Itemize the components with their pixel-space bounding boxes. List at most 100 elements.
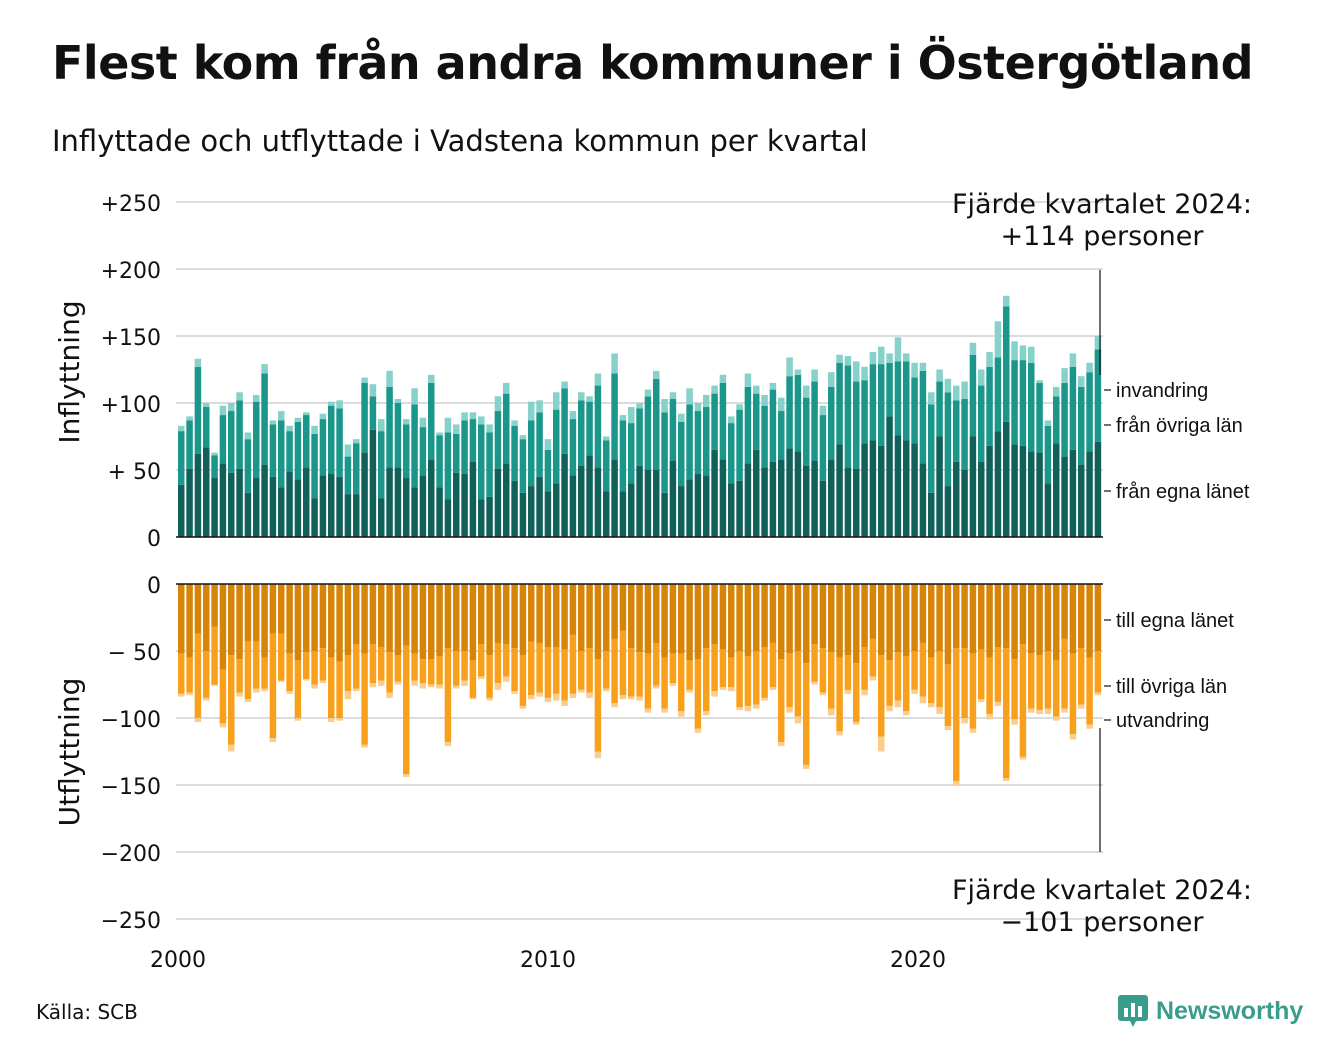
bar-in-segment (978, 385, 985, 462)
bar-out-segment (594, 584, 602, 660)
bar-in-segment (528, 420, 535, 487)
bar-out-segment (619, 630, 627, 696)
bar-out-segment (478, 584, 485, 645)
bar-out-segment (453, 584, 460, 651)
annotation-top: +114 personer (1000, 221, 1204, 252)
bar-out-segment (894, 700, 902, 708)
legend-label: från övriga län (1116, 415, 1243, 437)
bar-out-segment (286, 584, 293, 654)
bar-out-segment (328, 584, 335, 658)
bar-in-segment (278, 487, 285, 537)
bar-out-segment (236, 584, 243, 660)
x-tick-label: 2020 (890, 948, 946, 973)
source-note: Källa: SCB (36, 1000, 138, 1024)
bar-out-segment (511, 648, 518, 692)
bar-in-segment (794, 374, 802, 452)
bar-out-segment (811, 584, 818, 645)
bar-in-segment (353, 439, 360, 444)
bar-out-segment (336, 584, 343, 662)
bar-out-segment (194, 584, 202, 634)
bar-in-segment (419, 417, 427, 428)
bar-in-segment (486, 496, 493, 537)
bar-in-segment (928, 404, 935, 493)
bar-out-segment (719, 584, 727, 650)
bar-out-segment (794, 651, 802, 717)
bar-in-segment (369, 384, 377, 397)
bar-in-segment (378, 498, 385, 537)
bar-out-segment (1036, 709, 1043, 714)
bar-out-segment (1094, 584, 1102, 651)
bar-out-segment (636, 584, 643, 653)
bar-out-segment (744, 705, 752, 712)
bar-in-segment (1094, 349, 1102, 442)
bar-in-segment (711, 385, 718, 394)
inflyttning-bars (178, 295, 1102, 537)
bar-in-segment (269, 476, 277, 537)
bar-in-segment (836, 354, 843, 363)
bar-in-segment (694, 403, 702, 412)
x-tick-label: 2010 (520, 948, 576, 973)
bar-out-segment (644, 653, 652, 709)
bar-out-segment (686, 689, 693, 693)
bar-in-segment (353, 443, 360, 495)
bar-in-segment (186, 416, 193, 421)
bar-in-segment (303, 467, 310, 537)
chart-canvas: 0 + 50 +100 +150 +200 +250 0 − 50 −100 −150 −200 −2… (53, 189, 1252, 973)
bar-in-segment (219, 415, 227, 464)
bar-out-segment (853, 584, 860, 664)
bar-in-segment (536, 412, 543, 477)
brand-logo[interactable]: Newsworthy (1118, 995, 1303, 1027)
bar-in-segment (653, 370, 660, 379)
bar-in-segment (294, 421, 302, 480)
bar-in-segment (394, 403, 402, 468)
bar-out-segment (853, 663, 860, 723)
bar-out-segment (278, 633, 285, 681)
bar-in-segment (894, 361, 902, 436)
bar-in-segment (961, 381, 968, 399)
bar-out-segment (628, 648, 635, 697)
bar-out-segment (419, 659, 427, 684)
bar-out-segment (1061, 638, 1068, 709)
bar-in-segment (444, 499, 452, 537)
bar-in-segment (644, 470, 652, 537)
bar-in-segment (828, 372, 835, 387)
annotation-bottom: Fjärde kvartalet 2024: (952, 875, 1252, 906)
bar-in-segment (736, 480, 743, 537)
bar-in-segment (211, 455, 218, 479)
bar-in-segment (336, 476, 343, 537)
bar-out-segment (1019, 584, 1027, 645)
bar-out-segment (661, 584, 668, 658)
bar-out-segment (819, 692, 827, 696)
bar-in-segment (569, 475, 577, 537)
bar-in-segment (886, 353, 893, 363)
bar-in-segment (686, 388, 693, 405)
bar-out-segment (1028, 584, 1035, 654)
bar-in-segment (903, 361, 910, 441)
bar-in-segment (569, 419, 577, 476)
bar-out-segment (303, 679, 310, 681)
bar-in-segment (1011, 341, 1018, 361)
bar-in-segment (628, 407, 635, 424)
bar-out-segment (878, 736, 885, 752)
bar-in-segment (1086, 372, 1093, 452)
bar-out-segment (228, 655, 235, 745)
bar-out-segment (211, 684, 218, 686)
bar-out-segment (353, 584, 360, 645)
bar-in-segment (878, 346, 885, 365)
bar-in-segment (378, 419, 385, 432)
bar-out-segment (578, 689, 585, 693)
bar-in-segment (553, 392, 560, 410)
bar-in-segment (494, 411, 502, 469)
bar-in-segment (353, 494, 360, 537)
bar-out-segment (319, 584, 327, 649)
bar-out-segment (544, 646, 552, 698)
legend-label: till egna länet (1116, 610, 1234, 632)
bar-in-segment (619, 420, 627, 492)
bar-in-segment (819, 405, 827, 416)
bar-out-segment (428, 684, 435, 688)
bar-in-segment (469, 412, 477, 420)
bar-out-segment (1094, 692, 1102, 696)
bar-in-segment (219, 405, 227, 416)
bar-in-segment (236, 392, 243, 401)
bar-in-segment (794, 369, 802, 375)
